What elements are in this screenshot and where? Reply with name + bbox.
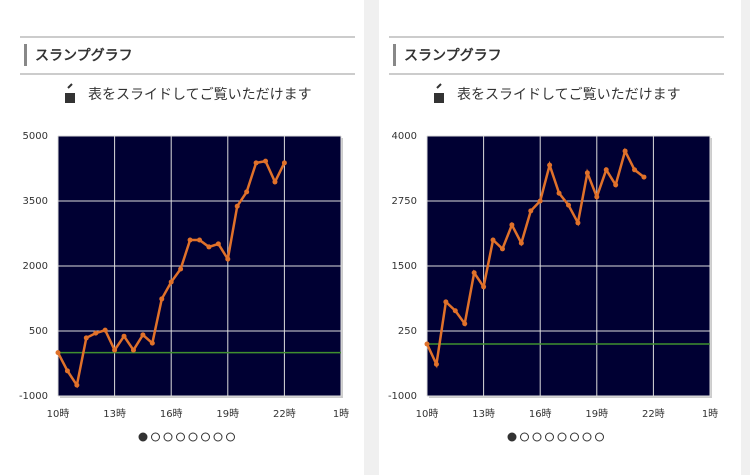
page-dot[interactable]: [176, 432, 185, 442]
data-point: [509, 222, 515, 228]
hint-text: 表をスライドしてご覧いただけます: [457, 86, 681, 103]
section-title: スランプグラフ: [35, 47, 133, 64]
data-point: [149, 340, 155, 346]
x-tick-label: 22時: [642, 408, 665, 420]
data-point: [499, 246, 505, 252]
data-point: [584, 170, 590, 176]
page-dot[interactable]: [188, 432, 198, 442]
page-dot[interactable]: [213, 432, 223, 442]
data-point: [462, 321, 468, 327]
data-point: [443, 299, 449, 305]
y-tick-label: 2750: [392, 196, 417, 207]
x-tick-label: 19時: [585, 408, 608, 420]
x-tick-label: 10時: [416, 408, 439, 420]
data-point: [528, 208, 534, 214]
data-point: [575, 220, 581, 226]
data-point: [566, 202, 571, 208]
data-point: [197, 237, 202, 243]
page-dot[interactable]: [545, 432, 554, 442]
x-tick-label: 13時: [103, 408, 126, 420]
data-point: [83, 335, 89, 341]
data-point: [168, 279, 174, 285]
data-point: [263, 158, 269, 164]
page-dot[interactable]: [520, 432, 529, 442]
page-dot[interactable]: [570, 432, 579, 442]
page-dot[interactable]: [226, 432, 235, 442]
y-tick-label: 250: [398, 326, 417, 337]
data-point: [272, 179, 278, 185]
y-tick-label: 2000: [23, 261, 48, 272]
data-point: [481, 284, 487, 290]
x-tick-label: 10時: [47, 408, 70, 420]
data-point: [632, 167, 638, 173]
data-point: [424, 341, 430, 347]
data-point: [556, 190, 562, 196]
data-point: [594, 194, 600, 200]
page-dot[interactable]: [201, 432, 210, 442]
page-dot[interactable]: [151, 432, 160, 442]
data-point: [603, 167, 609, 173]
data-point: [537, 198, 543, 204]
y-tick-label: 500: [29, 326, 48, 337]
data-point: [187, 237, 193, 243]
y-tick-label: 4000: [392, 131, 417, 142]
section-title: スランプグラフ: [404, 47, 502, 64]
data-point: [547, 162, 553, 168]
y-tick-label: 5000: [23, 131, 48, 142]
x-tick-label: 1時: [333, 408, 349, 420]
data-point: [490, 237, 496, 243]
x-tick-label: 22時: [273, 408, 296, 420]
x-tick-label: 13時: [472, 408, 495, 420]
x-tick-label: 16時: [160, 408, 183, 420]
data-point: [74, 382, 80, 388]
data-point: [140, 332, 146, 338]
data-point: [234, 203, 240, 209]
data-point: [130, 347, 136, 353]
data-point: [206, 244, 212, 250]
data-point: [471, 270, 477, 276]
header-bar: [24, 44, 27, 66]
swipe-icon: [434, 83, 444, 103]
data-point: [215, 241, 221, 247]
page-dot[interactable]: [507, 432, 517, 442]
data-point: [55, 350, 61, 356]
data-point: [64, 368, 70, 374]
data-point: [622, 148, 628, 154]
data-line: [425, 147, 645, 369]
page-dot[interactable]: [163, 432, 173, 442]
x-tick-label: 16時: [529, 408, 552, 420]
x-tick-label: 1時: [702, 408, 718, 420]
swipe-icon: [65, 83, 75, 103]
page-dot[interactable]: [557, 432, 567, 442]
data-point: [225, 256, 231, 262]
data-point: [452, 308, 458, 314]
hint-text: 表をスライドしてご覧いただけます: [88, 86, 312, 103]
header-bar: [393, 44, 396, 66]
data-point: [253, 160, 259, 166]
y-tick-label: -1000: [19, 391, 48, 402]
y-tick-label: -1000: [388, 391, 417, 402]
page-dot[interactable]: [582, 432, 592, 442]
data-point: [121, 333, 127, 339]
page-dot[interactable]: [138, 432, 148, 442]
data-point: [613, 182, 619, 188]
y-tick-label: 3500: [23, 196, 48, 207]
data-point: [281, 160, 287, 166]
data-point: [102, 327, 108, 333]
data-point: [178, 266, 184, 272]
data-point: [518, 240, 524, 246]
data-point: [112, 347, 118, 353]
data-point: [244, 189, 250, 195]
x-tick-label: 19時: [216, 408, 239, 420]
page-dot[interactable]: [595, 432, 604, 442]
data-point: [641, 174, 647, 180]
data-point: [159, 296, 165, 302]
data-point: [93, 330, 99, 336]
data-point: [433, 361, 439, 367]
y-tick-label: 1500: [392, 261, 417, 272]
page-dot[interactable]: [532, 432, 542, 442]
